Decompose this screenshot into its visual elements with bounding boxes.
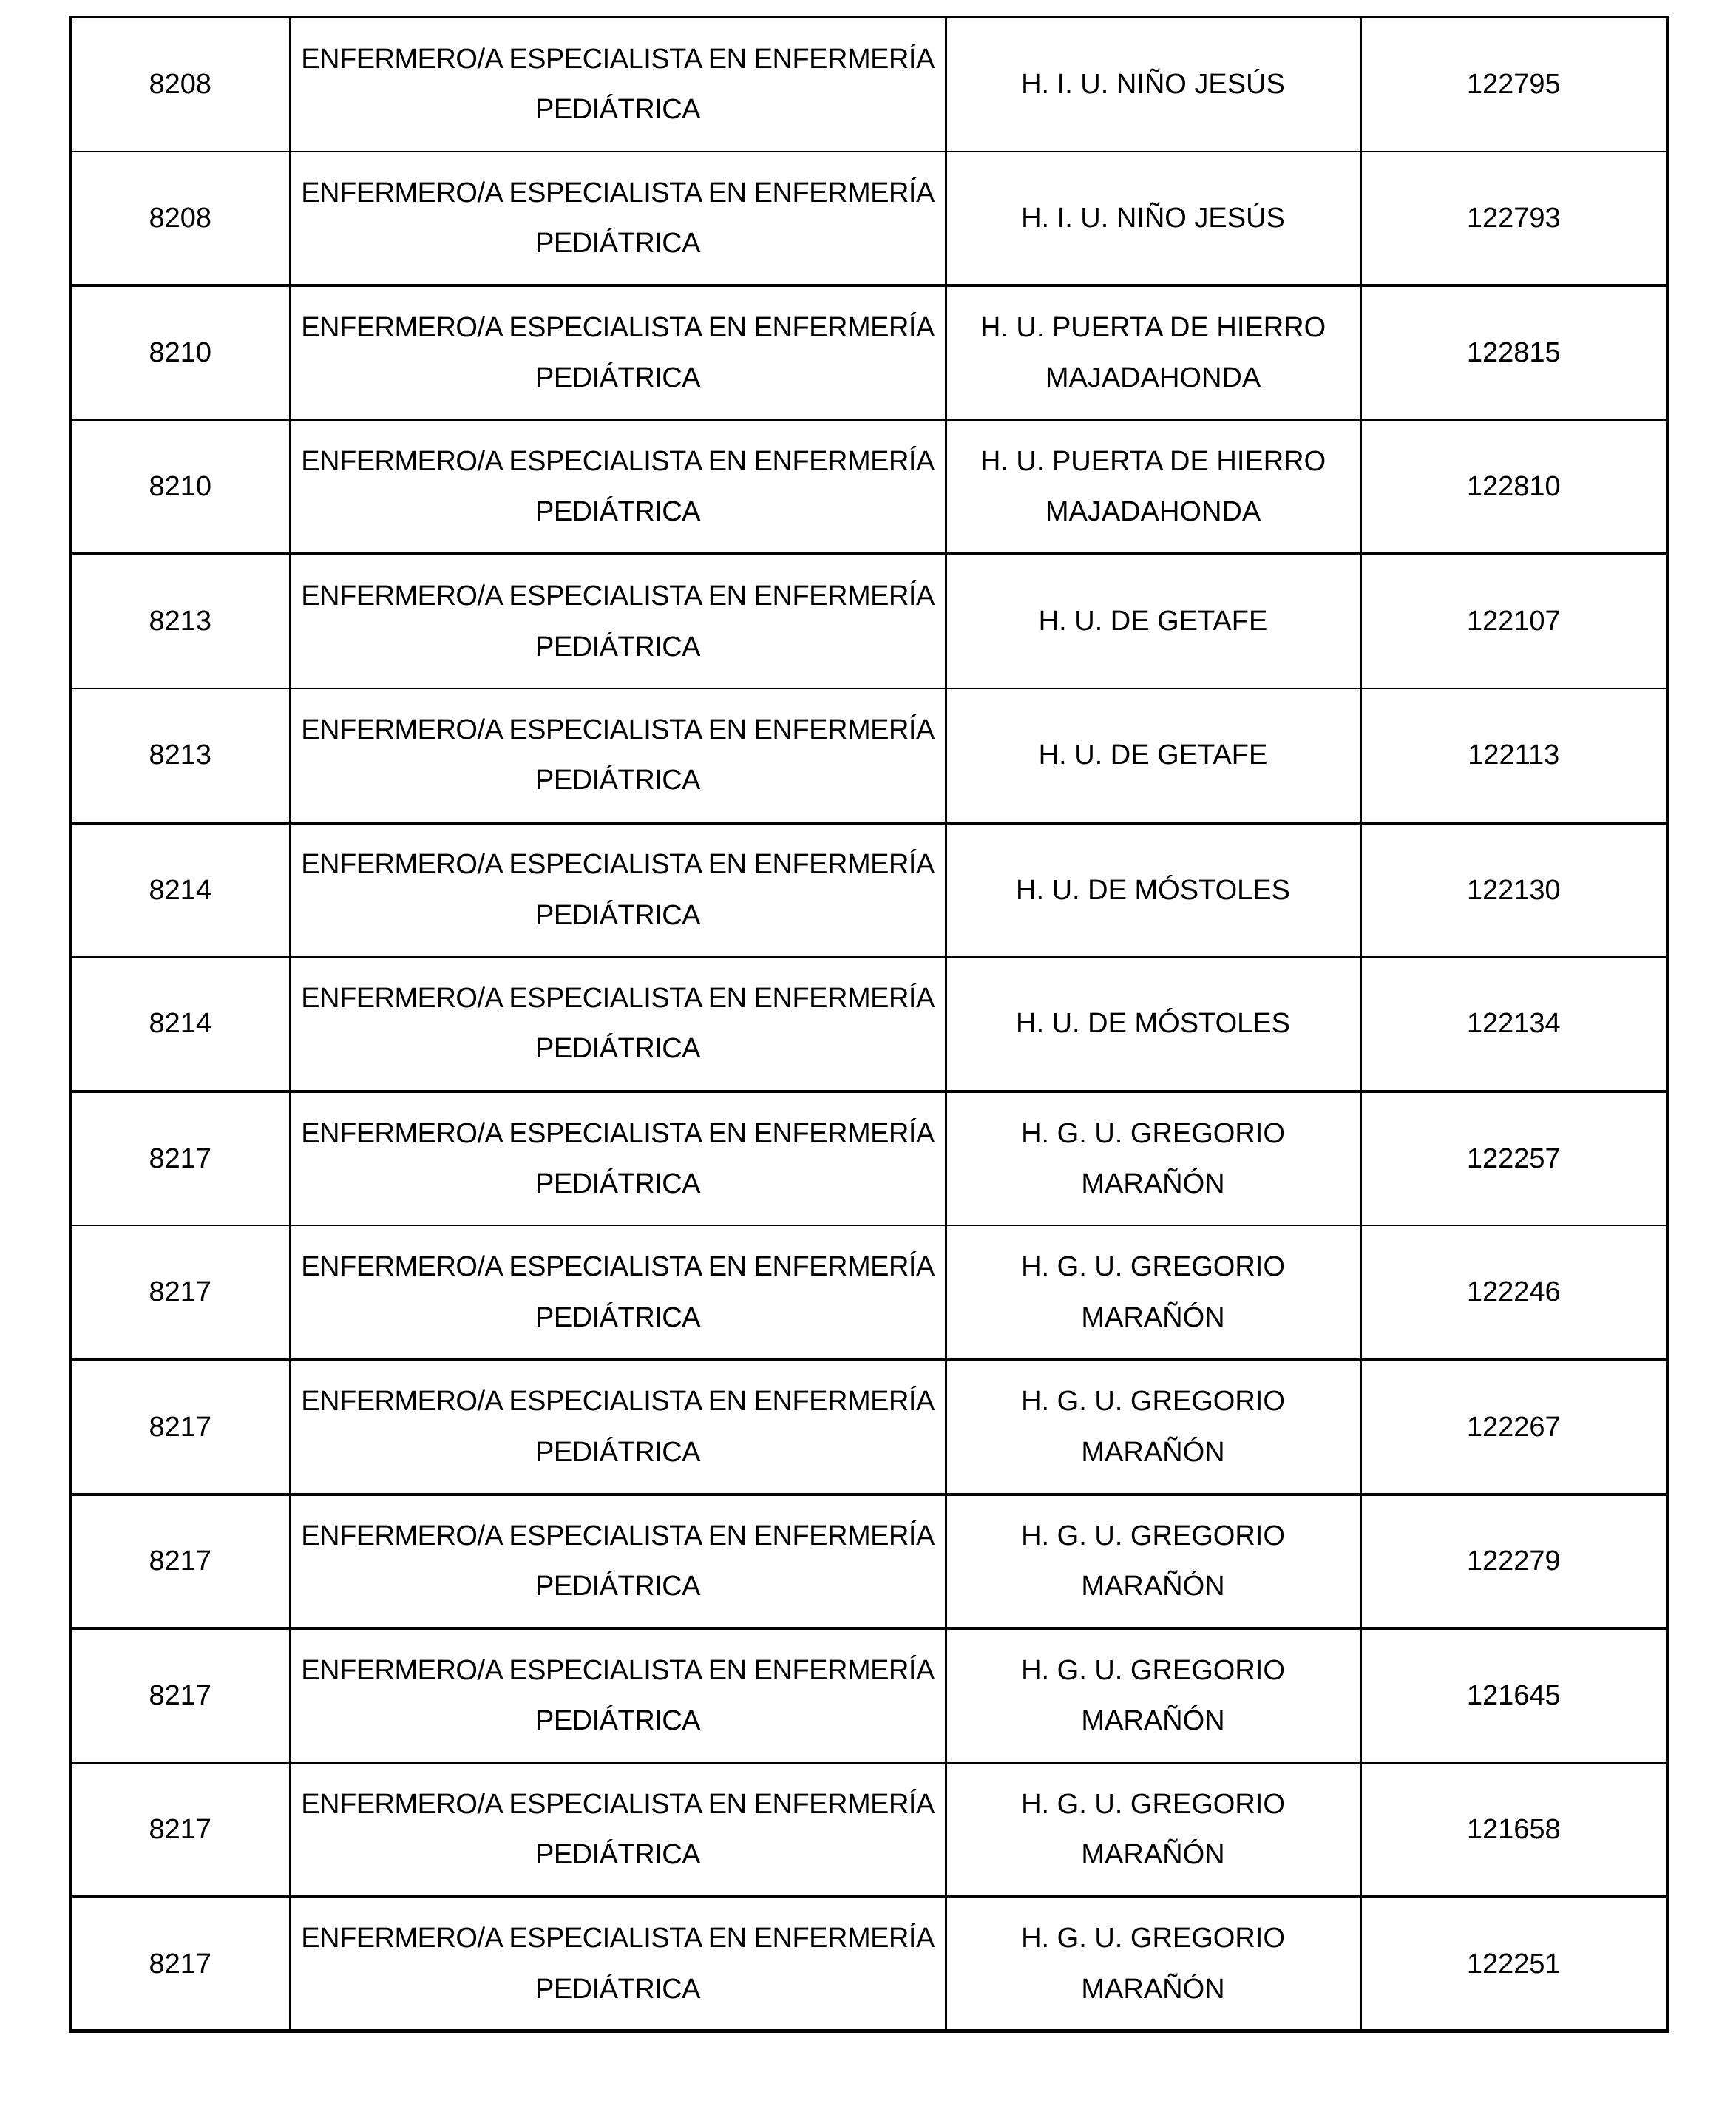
cell-hospital: H. G. U. GREGORIO MARAÑÓN [944,1494,1360,1631]
cell-order-number: 122107 [1359,554,1667,689]
cell-code: 8217 [70,1494,290,1631]
cell-hospital: H. G. U. GREGORIO MARAÑÓN [944,1628,1360,1764]
cell-code: 8214 [70,822,290,958]
cell-position: ENFERMERO/A ESPECIALISTA EN ENFERMERÍA P… [288,1897,946,2031]
table-row: 8217 ENFERMERO/A ESPECIALISTA EN ENFERME… [70,1762,1667,1899]
cell-position: ENFERMERO/A ESPECIALISTA EN ENFERMERÍA P… [288,1225,946,1361]
cell-code: 8213 [70,554,290,689]
cell-order-number: 122130 [1359,822,1667,958]
table-row: 8217 ENFERMERO/A ESPECIALISTA EN ENFERME… [70,1628,1667,1764]
cell-hospital: H. I. U. NIÑO JESÚS [944,17,1360,152]
table-row: 8213 ENFERMERO/A ESPECIALISTA EN ENFERME… [70,554,1667,689]
cell-hospital: H. I. U. NIÑO JESÚS [944,151,1360,288]
cell-position: ENFERMERO/A ESPECIALISTA EN ENFERMERÍA P… [288,688,946,825]
cell-code: 8210 [70,285,290,421]
table-row: 8208 ENFERMERO/A ESPECIALISTA EN ENFERME… [70,151,1667,288]
table-row: 8208 ENFERMERO/A ESPECIALISTA EN ENFERME… [70,17,1667,152]
cell-position: ENFERMERO/A ESPECIALISTA EN ENFERMERÍA P… [288,957,946,1093]
table-body: 8208 ENFERMERO/A ESPECIALISTA EN ENFERME… [70,17,1667,2031]
cell-code: 8217 [70,1359,290,1496]
cell-position: ENFERMERO/A ESPECIALISTA EN ENFERMERÍA P… [288,1494,946,1631]
cell-code: 8208 [70,17,290,152]
table-row: 8214 ENFERMERO/A ESPECIALISTA EN ENFERME… [70,957,1667,1093]
cell-code: 8213 [70,688,290,825]
cell-position: ENFERMERO/A ESPECIALISTA EN ENFERMERÍA P… [288,1762,946,1899]
table-row: 8214 ENFERMERO/A ESPECIALISTA EN ENFERME… [70,822,1667,958]
cell-hospital: H. G. U. GREGORIO MARAÑÓN [944,1225,1360,1361]
cell-hospital: H. U. PUERTA DE HIERRO MAJADAHONDA [944,285,1360,421]
cell-order-number: 122134 [1359,957,1667,1093]
table-row: 8210 ENFERMERO/A ESPECIALISTA EN ENFERME… [70,419,1667,556]
cell-code: 8217 [149,1948,212,1980]
table-row: 8210 ENFERMERO/A ESPECIALISTA EN ENFERME… [70,285,1667,421]
cell-hospital: H. U. DE MÓSTOLES [944,957,1360,1093]
cell-order-number: 122279 [1359,1494,1667,1631]
cell-position: ENFERMERO/A ESPECIALISTA EN ENFERMERÍA P… [288,554,946,689]
table-row: 8217 ENFERMERO/A ESPECIALISTA EN ENFERME… [70,1359,1667,1496]
cell-order-number: 122267 [1359,1359,1667,1496]
cell-hospital: H. U. DE GETAFE [944,554,1360,689]
cell-hospital: H. G. U. GREGORIO MARAÑÓN [944,1897,1360,2031]
cell-order-number: 122815 [1359,285,1667,421]
cell-hospital: H. U. DE MÓSTOLES [944,822,1360,958]
table-row: 8217 ENFERMERO/A ESPECIALISTA EN ENFERME… [70,1494,1667,1631]
cell-code: 8217 [70,1628,290,1764]
table-row: 8217 ENFERMERO/A ESPECIALISTA EN ENFERME… [70,1225,1667,1361]
cell-order-number: 122251 [1359,1897,1667,2031]
cell-order-number: 122795 [1359,17,1667,152]
cell-position: ENFERMERO/A ESPECIALISTA EN ENFERMERÍA P… [288,1091,946,1227]
cell-hospital: H. U. PUERTA DE HIERRO MAJADAHONDA [944,419,1360,556]
cell-order-number: 122793 [1359,151,1667,288]
cell-order-number: 122257 [1359,1091,1667,1227]
cell-order-number: 121658 [1359,1762,1667,1899]
vacancies-table: 8208 ENFERMERO/A ESPECIALISTA EN ENFERME… [69,16,1669,2034]
table-row: 8217 ENFERMERO/A ESPECIALISTA EN ENFERME… [70,1897,1667,2031]
cell-code: 8210 [70,419,290,556]
cell-order-number: 122246 [1359,1225,1667,1361]
cell-hospital: H. G. U. GREGORIO MARAÑÓN [944,1091,1360,1227]
cell-order-number: 121645 [1359,1628,1667,1764]
cell-position: ENFERMERO/A ESPECIALISTA EN ENFERMERÍA P… [288,17,946,152]
cell-code: 8217 [70,1091,290,1227]
cell-hospital: H. G. U. GREGORIO MARAÑÓN [944,1762,1360,1899]
cell-order-number: 122113 [1359,688,1667,825]
cell-code: 8214 [70,957,290,1093]
table-row: 8217 ENFERMERO/A ESPECIALISTA EN ENFERME… [70,1091,1667,1227]
table-row: 8213 ENFERMERO/A ESPECIALISTA EN ENFERME… [70,688,1667,825]
cell-order-number: 122810 [1359,419,1667,556]
cell-code: 8217 [70,1225,290,1361]
cell-hospital: H. U. DE GETAFE [944,688,1360,825]
cell-code: 8208 [70,151,290,288]
cell-position: ENFERMERO/A ESPECIALISTA EN ENFERMERÍA P… [288,822,946,958]
cell-position: ENFERMERO/A ESPECIALISTA EN ENFERMERÍA P… [288,419,946,556]
cell-hospital: H. G. U. GREGORIO MARAÑÓN [944,1359,1360,1496]
cell-position: ENFERMERO/A ESPECIALISTA EN ENFERMERÍA P… [288,1628,946,1764]
cell-position: ENFERMERO/A ESPECIALISTA EN ENFERMERÍA P… [288,1359,946,1496]
cell-position: ENFERMERO/A ESPECIALISTA EN ENFERMERÍA P… [288,151,946,288]
cell-code: 8217 [70,1762,290,1899]
cell-position: ENFERMERO/A ESPECIALISTA EN ENFERMERÍA P… [288,285,946,421]
